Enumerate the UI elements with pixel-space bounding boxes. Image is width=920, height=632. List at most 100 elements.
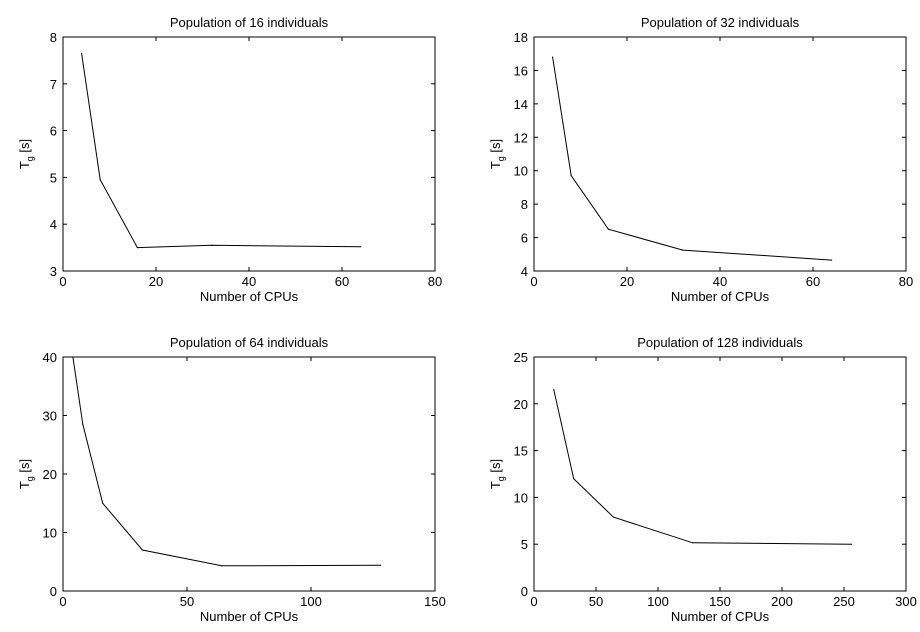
y-tick-label: 15 <box>514 444 528 459</box>
x-tick-label: 20 <box>149 274 163 289</box>
chart-title: Population of 64 individuals <box>170 335 329 350</box>
y-tick-label: 10 <box>514 490 528 505</box>
x-tick-label: 40 <box>713 274 727 289</box>
y-axis-label-unit: [s] <box>17 139 32 156</box>
y-tick-label: 7 <box>50 77 57 92</box>
data-point <box>136 247 138 249</box>
y-axis-label-main: T <box>488 161 503 169</box>
x-tick-label: 0 <box>530 594 537 609</box>
y-axis-label-subscript: g <box>496 156 506 161</box>
y-tick-label: 25 <box>514 350 528 365</box>
y-axis-label-main: T <box>17 481 32 489</box>
x-tick-label: 60 <box>335 274 349 289</box>
axes-frame <box>62 36 436 272</box>
data-point <box>573 478 575 480</box>
x-tick-label: 300 <box>895 594 917 609</box>
x-axis-label: Number of CPUs <box>671 289 770 304</box>
y-tick-label: 12 <box>514 130 528 145</box>
series-line <box>81 53 361 249</box>
y-tick-label: 10 <box>43 526 57 541</box>
data-point <box>850 543 853 545</box>
y-tick-label: 5 <box>521 537 528 552</box>
y-axis-label: Tg [s] <box>17 139 35 169</box>
chart-title: Population of 128 individuals <box>637 335 803 350</box>
y-axis-label-subscript: g <box>25 156 35 161</box>
subplot-3: 0 50 100 150 0 10 20 30 40 Population of 64 indiv… <box>17 335 446 624</box>
axes-frame <box>533 356 907 592</box>
y-axis-label-subscript: g <box>25 476 35 481</box>
y-axis-label: Tg [s] <box>17 459 35 489</box>
y-tick-label: 8 <box>521 197 528 212</box>
y-axis-label-unit: [s] <box>17 459 32 476</box>
y-tick-label: 18 <box>514 30 528 45</box>
x-tick-label: 60 <box>806 274 820 289</box>
y-tick-label: 40 <box>43 350 57 365</box>
y-axis-label-unit: [s] <box>488 139 503 156</box>
x-tick-label: 0 <box>59 594 66 609</box>
data-point <box>102 502 104 504</box>
data-point <box>612 516 614 518</box>
data-point <box>211 244 213 246</box>
data-point <box>360 246 362 248</box>
data-point <box>379 564 382 566</box>
y-tick-label: 8 <box>50 30 57 45</box>
series-line <box>552 57 832 261</box>
x-tick-label: 50 <box>180 594 194 609</box>
y-tick-label: 16 <box>514 63 528 78</box>
subplot-2: 0 20 40 60 80 4 6 8 10 12 14 16 18 Population of 32 i… <box>488 15 913 304</box>
y-tick-label: 10 <box>514 164 528 179</box>
data-point <box>692 542 694 544</box>
data-point <box>82 423 84 425</box>
x-tick-label: 40 <box>242 274 256 289</box>
x-tick-label: 50 <box>589 594 603 609</box>
axes-frame <box>533 36 907 272</box>
x-tick-label: 0 <box>530 274 537 289</box>
x-tick-label: 150 <box>424 594 446 609</box>
data-point <box>141 549 143 551</box>
y-axis-label-main: T <box>17 161 32 169</box>
x-tick-label: 150 <box>709 594 731 609</box>
data-point <box>607 228 610 230</box>
x-tick-label: 100 <box>300 594 322 609</box>
y-tick-label: 14 <box>514 97 528 112</box>
series-line <box>72 356 381 567</box>
x-tick-label: 20 <box>620 274 634 289</box>
y-tick-label: 20 <box>43 467 57 482</box>
y-axis-label: Tg [s] <box>488 459 506 489</box>
chart-title: Population of 32 individuals <box>641 15 800 30</box>
x-axis-label: Number of CPUs <box>671 609 770 624</box>
y-tick-label: 5 <box>50 170 57 185</box>
x-tick-label: 80 <box>899 274 913 289</box>
data-point <box>682 249 684 251</box>
y-axis-label-unit: [s] <box>488 459 503 476</box>
x-tick-label: 80 <box>428 274 442 289</box>
y-axis-label: Tg [s] <box>488 139 506 169</box>
data-point <box>552 56 554 58</box>
axes-frame <box>62 356 436 592</box>
series-line <box>553 389 852 545</box>
subplot-4: 0 50 100 150 200 250 300 0 5 10 15 20 25 Population o… <box>488 335 917 624</box>
y-tick-label: 4 <box>521 264 528 279</box>
y-tick-label: 3 <box>50 264 57 279</box>
data-point <box>570 175 572 177</box>
y-tick-label: 6 <box>50 124 57 139</box>
data-point <box>553 389 555 391</box>
x-axis-label: Number of CPUs <box>200 609 299 624</box>
data-point <box>81 52 83 54</box>
data-point <box>72 356 74 358</box>
x-tick-label: 200 <box>771 594 793 609</box>
x-tick-label: 250 <box>833 594 855 609</box>
y-tick-label: 30 <box>43 409 57 424</box>
y-tick-label: 4 <box>50 217 57 232</box>
y-axis-label-subscript: g <box>496 476 506 481</box>
x-tick-label: 100 <box>647 594 669 609</box>
chart-title: Population of 16 individuals <box>170 15 329 30</box>
y-tick-label: 20 <box>514 397 528 412</box>
y-tick-label: 0 <box>521 584 528 599</box>
subplot-1: 0 20 40 60 80 3 4 5 6 7 8 Population of 16 individu… <box>17 15 442 304</box>
x-axis-label: Number of CPUs <box>200 289 299 304</box>
x-tick-label: 0 <box>59 274 66 289</box>
data-point <box>831 259 833 261</box>
y-axis-label-main: T <box>488 481 503 489</box>
